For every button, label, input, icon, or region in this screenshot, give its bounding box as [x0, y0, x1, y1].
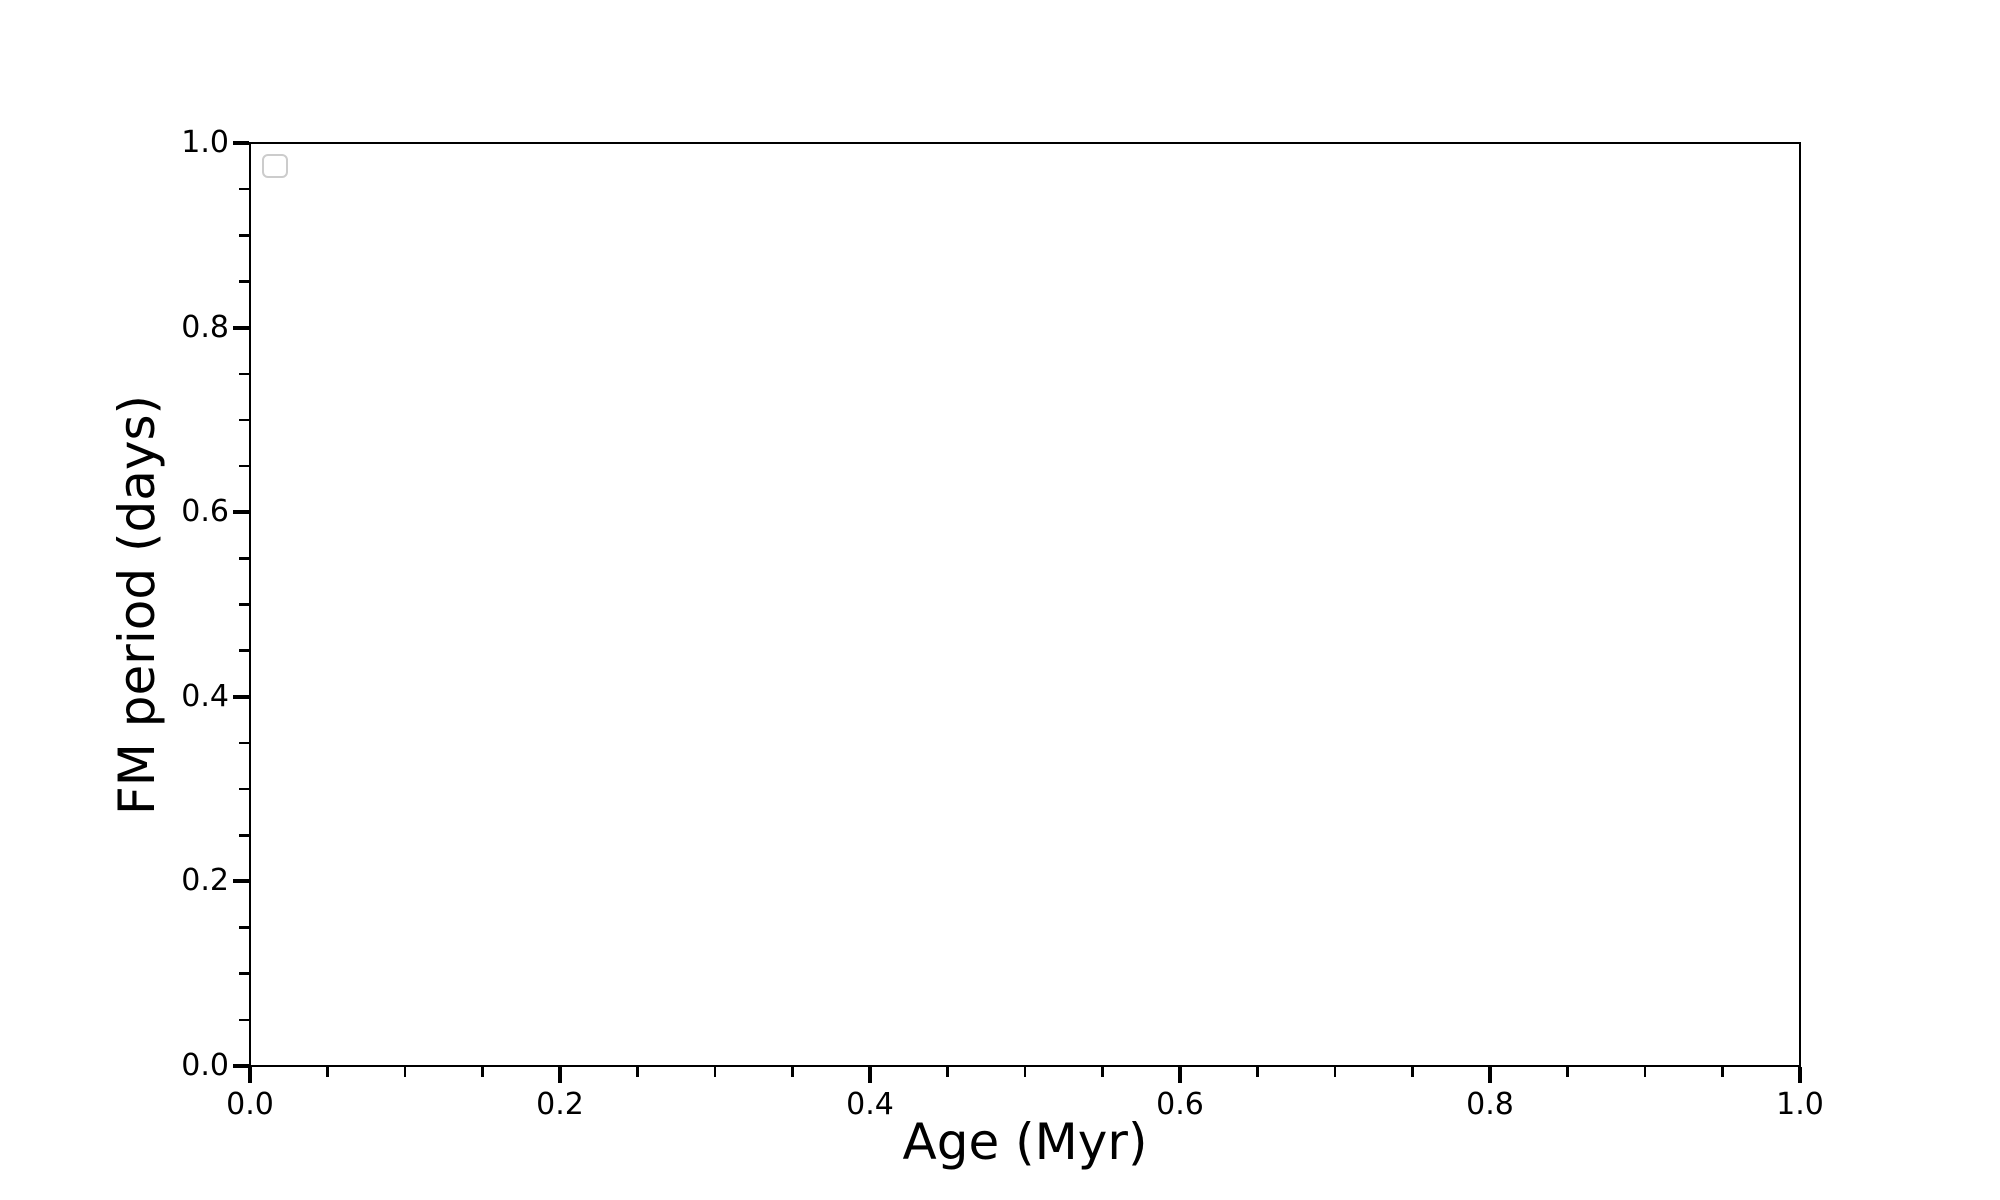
x-minor-tick [1566, 1067, 1569, 1077]
x-major-tick [248, 1067, 252, 1083]
y-major-tick [233, 694, 249, 699]
y-minor-tick [239, 741, 249, 745]
x-minor-tick [1101, 1067, 1104, 1077]
y-minor-tick [239, 926, 249, 929]
x-minor-tick [1333, 1067, 1337, 1077]
x-minor-tick [713, 1067, 717, 1077]
y-minor-tick [239, 234, 249, 237]
x-minor-tick [1023, 1067, 1027, 1077]
x-minor-tick [403, 1067, 407, 1077]
y-major-tick [233, 1064, 249, 1068]
y-axis-label: FM period (days) [108, 395, 166, 815]
y-minor-tick [239, 603, 249, 606]
y-minor-tick [239, 372, 249, 375]
y-tick-label: 0.0 [181, 1048, 229, 1083]
y-minor-tick [239, 787, 249, 791]
x-minor-tick [326, 1067, 329, 1077]
x-major-tick [1488, 1067, 1492, 1083]
x-minor-tick [481, 1067, 484, 1077]
y-minor-tick [239, 972, 249, 975]
y-tick-label: 0.8 [181, 309, 229, 345]
x-axis-label: Age (Myr) [902, 1113, 1148, 1171]
x-minor-tick [791, 1067, 794, 1077]
y-major-tick [233, 879, 249, 884]
y-tick-label: 0.2 [181, 863, 229, 899]
x-minor-tick [946, 1067, 949, 1077]
legend-box [262, 154, 288, 178]
y-major-tick [233, 325, 249, 330]
x-tick-label: 0.0 [226, 1087, 274, 1122]
x-major-tick [1798, 1067, 1802, 1083]
x-major-tick [558, 1067, 562, 1083]
x-minor-tick [636, 1067, 639, 1077]
x-major-tick [868, 1067, 872, 1083]
x-minor-tick [1256, 1067, 1259, 1077]
y-minor-tick [239, 1018, 249, 1022]
x-minor-tick [1411, 1067, 1414, 1077]
y-tick-label: 1.0 [181, 125, 229, 160]
x-major-tick [1178, 1067, 1182, 1083]
y-minor-tick [239, 557, 249, 560]
y-minor-tick [239, 464, 249, 468]
y-minor-tick [239, 834, 249, 837]
x-tick-label: 0.6 [1156, 1087, 1204, 1122]
y-tick-label: 0.6 [181, 494, 229, 530]
x-minor-tick [1643, 1067, 1647, 1077]
y-minor-tick [239, 280, 249, 283]
x-tick-label: 0.4 [846, 1087, 894, 1122]
x-tick-label: 0.8 [1466, 1087, 1514, 1122]
y-minor-tick [239, 649, 249, 652]
y-minor-tick [239, 187, 249, 191]
y-minor-tick [239, 418, 249, 422]
plot-area [249, 142, 1801, 1067]
x-tick-label: 1.0 [1776, 1087, 1824, 1122]
y-tick-label: 0.4 [181, 678, 229, 714]
y-major-tick [233, 510, 249, 515]
y-major-tick [233, 141, 249, 145]
x-minor-tick [1721, 1067, 1724, 1077]
x-tick-label: 0.2 [536, 1087, 584, 1122]
